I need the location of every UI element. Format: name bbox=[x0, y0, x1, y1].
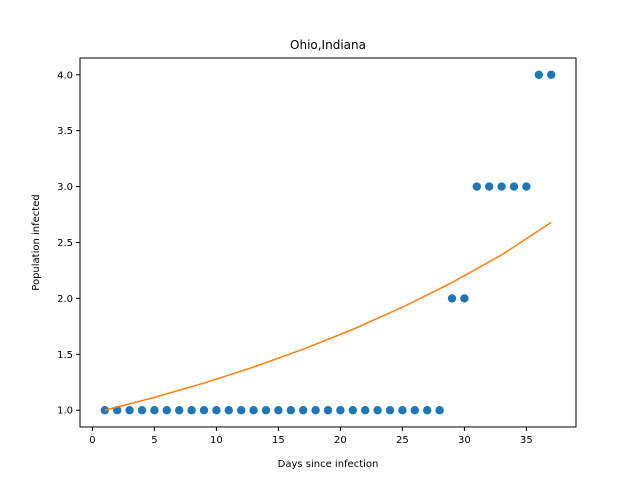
x-tick-label: 15 bbox=[272, 435, 285, 446]
data-point bbox=[187, 406, 196, 415]
data-point bbox=[385, 406, 395, 415]
data-point bbox=[410, 406, 419, 415]
data-point bbox=[249, 406, 258, 415]
data-point bbox=[137, 406, 147, 415]
data-point bbox=[509, 182, 519, 191]
y-tick-label: 1.5 bbox=[57, 350, 73, 361]
y-tick-label: 3.0 bbox=[57, 182, 73, 193]
data-point bbox=[125, 406, 134, 415]
data-point bbox=[485, 182, 494, 191]
x-axis-label: Days since infection bbox=[278, 459, 379, 470]
data-point bbox=[286, 406, 295, 415]
data-point bbox=[497, 182, 506, 191]
fit-series bbox=[104, 221, 552, 411]
y-tick-label: 1.0 bbox=[57, 406, 73, 417]
data-point bbox=[261, 406, 271, 415]
plot-content bbox=[100, 70, 556, 415]
data-point bbox=[460, 294, 469, 303]
x-tick-label: 0 bbox=[89, 435, 95, 446]
y-axis-label: Population infected bbox=[31, 194, 42, 290]
data-point bbox=[311, 406, 320, 415]
y-tick-label: 2.0 bbox=[57, 294, 73, 305]
y-tick-label: 3.5 bbox=[57, 126, 73, 137]
x-tick-label: 25 bbox=[396, 435, 409, 446]
data-point bbox=[336, 406, 345, 415]
data-point bbox=[534, 70, 543, 79]
data-point bbox=[398, 406, 407, 415]
data-point bbox=[435, 406, 444, 415]
x-tick-label: 30 bbox=[458, 435, 471, 446]
data-point bbox=[162, 406, 171, 415]
scatter-series bbox=[100, 70, 556, 415]
data-point bbox=[224, 406, 233, 415]
data-point bbox=[323, 406, 333, 415]
y-tick-label: 2.5 bbox=[57, 238, 73, 249]
data-point bbox=[175, 406, 184, 415]
y-tick-label: 4.0 bbox=[57, 70, 73, 81]
fit-line bbox=[104, 221, 552, 411]
chart-title: Ohio,Indiana bbox=[290, 38, 366, 52]
data-point bbox=[212, 406, 221, 415]
x-tick-label: 20 bbox=[334, 435, 347, 446]
data-point bbox=[274, 406, 283, 415]
data-point bbox=[348, 406, 357, 415]
data-point bbox=[299, 406, 308, 415]
data-point bbox=[150, 406, 159, 415]
data-point bbox=[547, 70, 556, 79]
x-tick-label: 10 bbox=[210, 435, 223, 446]
data-point bbox=[199, 406, 209, 415]
data-point bbox=[447, 294, 457, 303]
data-point bbox=[237, 406, 246, 415]
data-point bbox=[472, 182, 481, 191]
data-point bbox=[423, 406, 432, 415]
x-tick-label: 35 bbox=[520, 435, 533, 446]
x-axis: 0 5 10 15 20 25 30 35 bbox=[89, 427, 533, 446]
data-point bbox=[361, 406, 370, 415]
y-axis: 1.0 1.5 2.0 2.5 3.0 3.5 4.0 bbox=[57, 70, 80, 417]
data-point bbox=[522, 182, 531, 191]
x-tick-label: 5 bbox=[151, 435, 157, 446]
data-point bbox=[373, 406, 382, 415]
